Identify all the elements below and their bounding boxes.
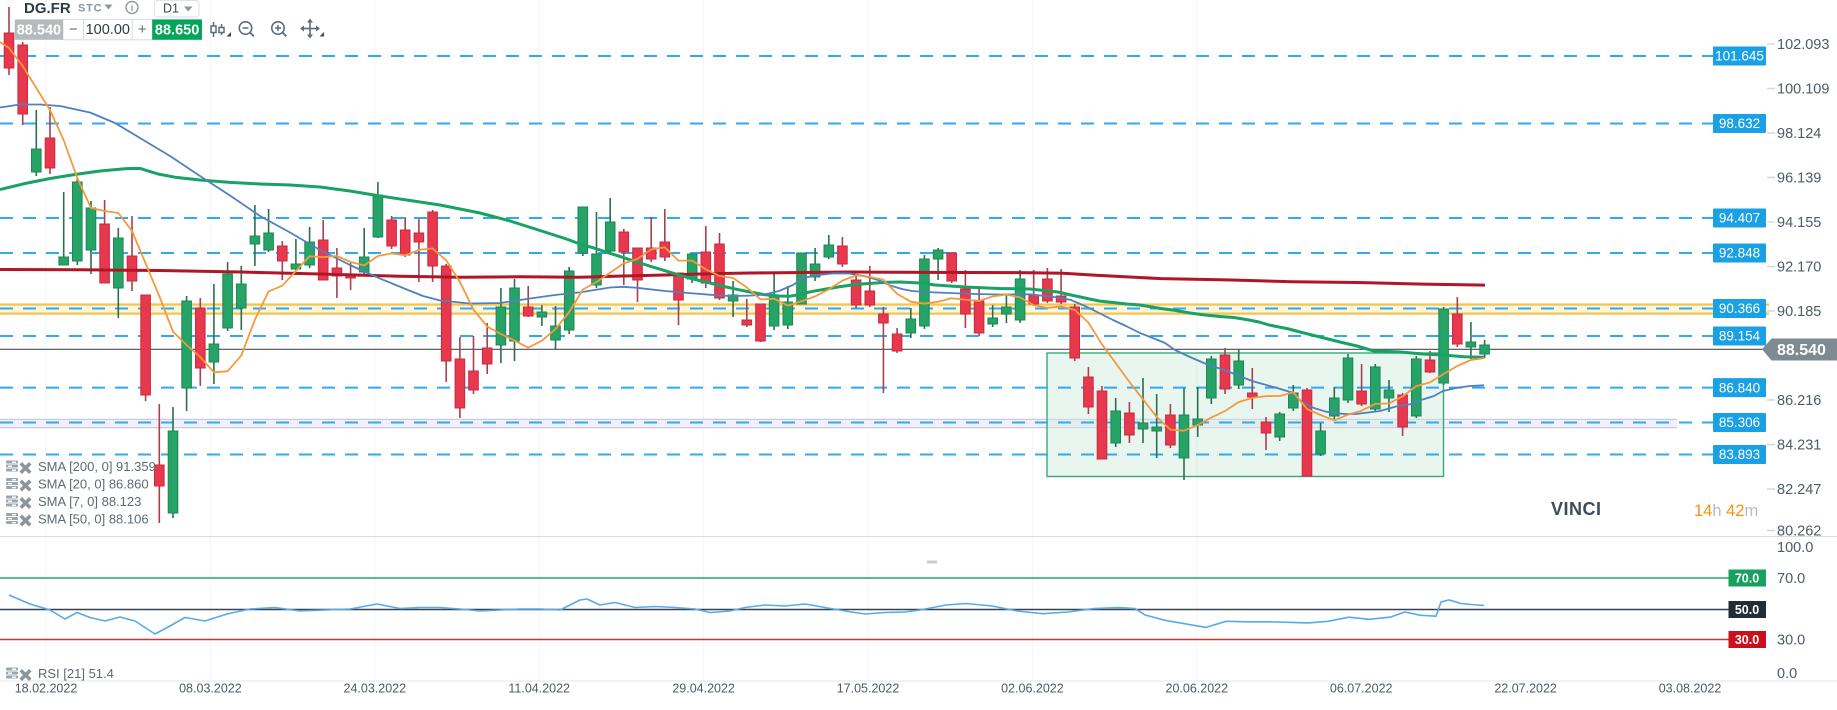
- svg-text:94.155: 94.155: [1777, 215, 1821, 231]
- svg-text:D1: D1: [163, 2, 179, 16]
- svg-text:100.0: 100.0: [1777, 540, 1813, 556]
- svg-text:+: +: [138, 21, 147, 38]
- svg-text:82.247: 82.247: [1777, 482, 1821, 498]
- svg-text:90.366: 90.366: [1719, 301, 1760, 316]
- svg-text:SMA [50, 0] 88.106: SMA [50, 0] 88.106: [38, 511, 149, 526]
- svg-text:70.0: 70.0: [1735, 572, 1759, 586]
- svg-text:98.124: 98.124: [1777, 126, 1821, 142]
- svg-text:98.632: 98.632: [1719, 116, 1760, 131]
- svg-text:24.03.2022: 24.03.2022: [344, 682, 407, 696]
- svg-text:86.216: 86.216: [1777, 393, 1821, 409]
- svg-text:STC: STC: [78, 3, 102, 15]
- svg-text:86.840: 86.840: [1719, 380, 1760, 395]
- svg-text:11.04.2022: 11.04.2022: [508, 682, 570, 696]
- svg-text:88.540: 88.540: [17, 23, 61, 39]
- svg-text:90.185: 90.185: [1777, 304, 1821, 320]
- svg-text:80.262: 80.262: [1777, 524, 1821, 540]
- svg-text:08.03.2022: 08.03.2022: [179, 682, 242, 696]
- svg-text:29.04.2022: 29.04.2022: [672, 682, 735, 696]
- svg-text:30.0: 30.0: [1735, 633, 1759, 647]
- svg-text:SMA [7, 0] 88.123: SMA [7, 0] 88.123: [38, 494, 141, 509]
- svg-text:14h 42m: 14h 42m: [1694, 502, 1758, 520]
- svg-text:02.06.2022: 02.06.2022: [1001, 682, 1064, 696]
- svg-text:89.154: 89.154: [1719, 329, 1761, 344]
- svg-text:SMA [200, 0] 91.359: SMA [200, 0] 91.359: [38, 459, 156, 474]
- svg-text:92.848: 92.848: [1719, 246, 1760, 261]
- svg-text:18.02.2022: 18.02.2022: [15, 682, 78, 696]
- svg-text:101.645: 101.645: [1715, 49, 1764, 64]
- svg-text:RSI [21] 51.4: RSI [21] 51.4: [38, 666, 114, 681]
- svg-text:85.306: 85.306: [1719, 415, 1760, 430]
- svg-text:17.05.2022: 17.05.2022: [837, 682, 900, 696]
- svg-text:i: i: [131, 3, 134, 13]
- svg-text:100.109: 100.109: [1777, 82, 1829, 98]
- svg-text:88.650: 88.650: [155, 23, 199, 39]
- svg-text:96.139: 96.139: [1777, 171, 1821, 187]
- svg-text:20.06.2022: 20.06.2022: [1166, 682, 1229, 696]
- svg-text:22.07.2022: 22.07.2022: [1494, 682, 1557, 696]
- svg-text:−: −: [69, 21, 78, 38]
- svg-text:SMA [20, 0] 86.860: SMA [20, 0] 86.860: [38, 476, 149, 491]
- svg-text:DG.FR: DG.FR: [24, 0, 71, 17]
- svg-text:50.0: 50.0: [1735, 603, 1759, 617]
- svg-text:100.00: 100.00: [86, 22, 130, 38]
- svg-text:70.0: 70.0: [1777, 571, 1805, 587]
- svg-text:0.0: 0.0: [1777, 666, 1797, 682]
- svg-text:88.540: 88.540: [1777, 342, 1826, 359]
- svg-text:VINCI: VINCI: [1551, 499, 1602, 519]
- svg-text:03.08.2022: 03.08.2022: [1659, 682, 1722, 696]
- svg-text:102.093: 102.093: [1777, 37, 1829, 53]
- svg-text:30.0: 30.0: [1777, 633, 1805, 649]
- svg-text:06.07.2022: 06.07.2022: [1330, 682, 1393, 696]
- svg-text:84.231: 84.231: [1777, 438, 1821, 454]
- svg-text:83.893: 83.893: [1719, 447, 1760, 462]
- svg-text:92.170: 92.170: [1777, 260, 1821, 276]
- svg-text:94.407: 94.407: [1719, 211, 1760, 226]
